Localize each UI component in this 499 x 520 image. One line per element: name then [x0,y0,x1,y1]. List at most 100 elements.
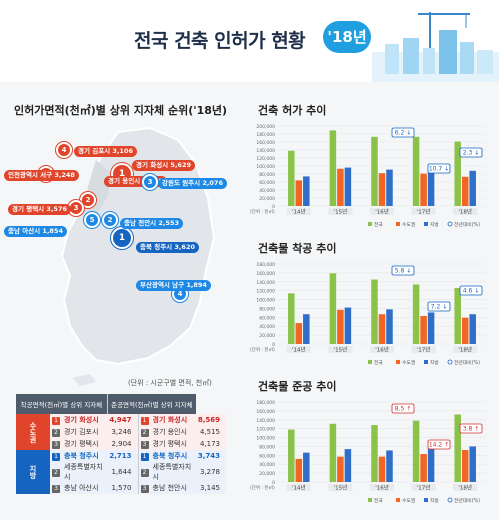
header-banner: 전국 건축 인허가 현황 '18년 [0,0,499,82]
y-tick-label: 20,000 [259,333,275,339]
bar [412,420,420,482]
top-regions-table: 착공면적(천㎡)별 상위 지자체 준공면적(천㎡)별 상위 지자체 수도권 1 경기… [16,394,226,494]
bar [288,293,295,344]
bar [412,284,420,344]
x-tick-label: '18년 [458,346,472,354]
bar [344,307,352,344]
map-marker-pin: 1 [111,227,133,249]
bar [461,317,469,344]
legend-swatch [368,222,372,226]
y-tick-label: 60,000 [259,453,275,459]
x-tick-bg [328,208,353,215]
change-callout-text: 2.3 ↓ [463,150,479,157]
map-marker-pin: 5 [84,212,100,228]
y-tick-label: 20,000 [259,471,275,477]
bar [454,141,461,206]
bar [461,450,469,482]
y-tick-label: 120,000 [256,156,275,162]
legend-label: 전년대비(%) [454,359,480,366]
bar [337,309,344,344]
y-tick-label: 20,000 [259,196,275,202]
change-callout-text: 3.8 ↑ [463,426,479,433]
legend-label: 지방 [430,359,439,366]
y-tick-label: 40,000 [259,462,275,468]
start-region-value: 1,570 [107,482,139,494]
bar [378,173,386,206]
y-tick-label: 120,000 [256,289,275,295]
y-tick-label: 180,000 [256,400,275,406]
legend-swatch [396,360,400,364]
rank-badge: 2 [50,426,62,438]
bar [371,136,378,206]
x-tick-bg [453,484,478,491]
map-marker-label: 충북 청주시 3,620 [136,242,199,253]
bar [303,452,310,482]
bar [303,176,310,206]
table-row: 2 경기 김포시 3,246 2 경기 용인시 4,515 [16,426,226,438]
y-tick-label: 100,000 [256,164,275,170]
start-region-name: 경기 김포시 [64,428,99,436]
x-tick-bg [411,484,436,491]
change-callout [459,285,483,296]
change-callout [427,301,451,312]
x-tick-label: '15년 [334,484,348,492]
bar [420,316,427,344]
legend-label: 지방 [430,221,439,228]
completion-region-name: 충북 청주시 [152,452,188,460]
change-callout [459,423,483,434]
bar [469,446,476,482]
x-tick-bg [370,484,394,491]
bar [329,273,337,344]
unit-label: (단위 : 천㎡) [250,346,275,353]
legend-label: 전국 [374,359,383,366]
start-region-name: 세종특별자치시 [64,463,103,481]
map-marker-pin: 2 [80,192,96,208]
start-region-value: 1,644 [107,462,139,482]
bar [337,456,344,482]
change-callout [391,403,415,414]
bar [303,314,310,344]
y-tick-label: 60,000 [259,180,275,186]
change-callout-text: 6.2 ↓ [395,130,411,137]
bar [454,288,461,344]
unit-label: (단위 : 천㎡) [250,208,275,215]
metro-side-label: 수도권 [16,414,50,450]
x-tick-bg [328,346,353,353]
x-tick-label: '14년 [292,484,306,492]
change-callout-text: 10.7 ↓ [429,166,449,173]
legend-label: 전년대비(%) [454,221,480,228]
map-marker-label: 충남 아산시 1,854 [4,226,67,237]
y-tick-label: 0 [272,480,275,486]
y-tick-label: 180,000 [256,262,275,268]
y-tick-label: 120,000 [256,427,275,433]
completion-region-value: 4,515 [199,428,220,436]
x-tick-label: '14년 [292,208,306,216]
table-header-start: 착공면적(천㎡)별 상위 지자체 [16,394,108,414]
x-tick-label: '18년 [458,484,472,492]
bar [295,323,303,344]
y-tick-label: 140,000 [256,418,275,424]
rank-badge: 1 [138,450,151,462]
page-title: 전국 건축 인허가 현황 [134,30,306,52]
start-chart: 0 20,000 40,000 60,000 80,000 100,000 120,000 1… [248,256,494,371]
x-tick-label: '14년 [292,346,306,354]
legend-swatch [424,222,428,226]
rank-badge: 3 [138,438,151,450]
y-tick-label: 40,000 [259,324,275,330]
x-tick-bg [411,208,436,215]
legend-swatch [368,498,372,502]
completion-region-value: 3,145 [199,484,220,492]
legend-swatch [396,498,400,502]
x-tick-label: '16년 [375,346,389,354]
table-row: 3 충남 아산시 1,570 3 충남 천안시 3,145 [16,482,226,494]
table-header-completion: 준공면적(천㎡)별 상위 지자체 [107,394,196,414]
y-tick-label: 160,000 [256,140,275,146]
start-region-value: 3,246 [107,426,139,438]
map-marker-label: 인천광역시 서구 3,248 [4,170,79,181]
change-callout [391,127,415,138]
permit-chart-title: 건축 허가 추이 [258,104,327,117]
x-tick-label: '15년 [334,208,348,216]
completion-region-value: 3,743 [197,452,220,460]
bar [288,429,295,482]
buildings-illustration [372,12,499,82]
